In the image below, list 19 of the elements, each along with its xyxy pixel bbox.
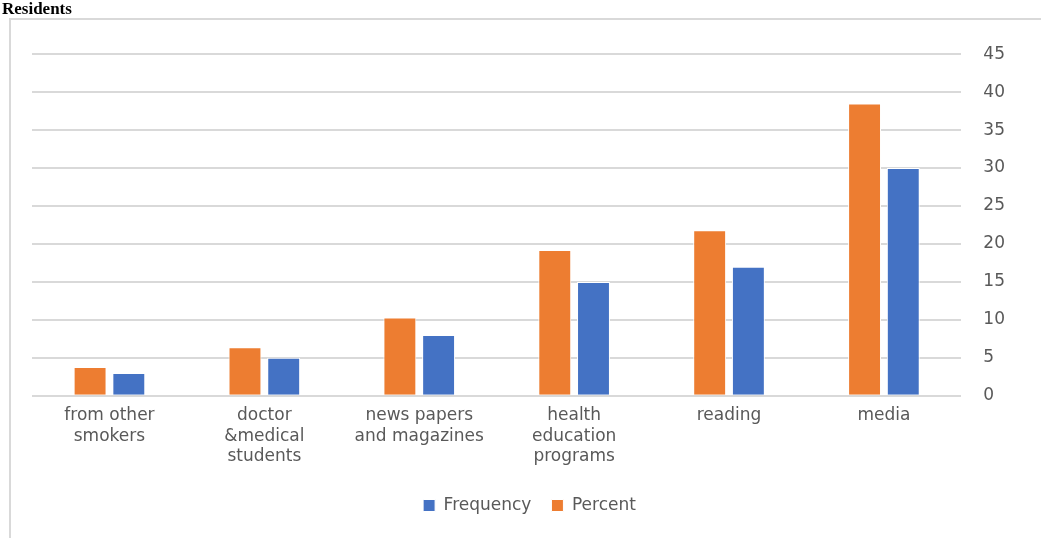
x-tick-label: doctor &medical students: [224, 404, 305, 466]
y-tick-label: 0: [983, 384, 995, 405]
y-tick-label: 20: [983, 232, 1006, 253]
y-tick-label: 10: [983, 308, 1006, 329]
y-tick-label: 15: [983, 270, 1006, 291]
y-tick-label: 5: [983, 346, 995, 367]
y-tick-label: 30: [983, 156, 1006, 177]
x-tick-label: media: [857, 404, 911, 425]
y-tick-label: 35: [983, 118, 1006, 139]
y-tick-label: 40: [983, 80, 1006, 101]
y-tick-label: 25: [983, 194, 1006, 215]
x-tick-label: from other smokers: [64, 404, 155, 445]
chart-title: Residents: [2, 0, 72, 18]
legend-label: Frequency: [443, 493, 532, 514]
legend-label: Percent: [571, 493, 637, 514]
x-tick-label: reading: [696, 404, 762, 425]
x-tick-label: health education programs: [531, 404, 617, 466]
y-tick-label: 45: [983, 42, 1006, 63]
x-tick-label: news papers and magazines: [354, 404, 485, 445]
